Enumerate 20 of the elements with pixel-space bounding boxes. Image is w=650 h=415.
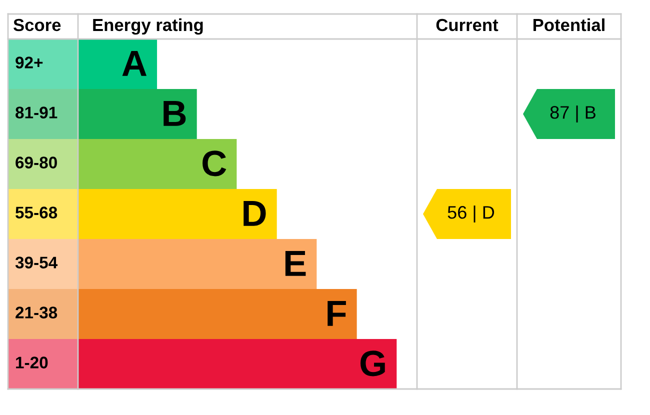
text: Potential (534, 18, 604, 32)
text: 92+ (16, 56, 43, 68)
text: 1-20 (16, 356, 48, 368)
text: 56 | D (448, 206, 494, 222)
text: 69-80 (16, 156, 57, 168)
annotation: Energy rating (93, 18, 203, 35)
text: 81-91 (16, 106, 58, 118)
text: 87 | B (550, 106, 596, 122)
text: 21-38 (16, 306, 58, 318)
y-tick-label: G (360, 350, 385, 376)
text: 39-54 (15, 256, 58, 268)
y-tick-label: A (122, 50, 147, 76)
text: 55-68 (16, 206, 58, 218)
y-tick-label: C (202, 150, 226, 176)
y-tick-label: E (285, 250, 306, 276)
text: Current (436, 18, 498, 32)
y-tick-label: F (328, 300, 346, 326)
text: Score (14, 18, 61, 32)
y-tick-label: D (244, 200, 266, 226)
y-tick-label: B (164, 100, 186, 126)
